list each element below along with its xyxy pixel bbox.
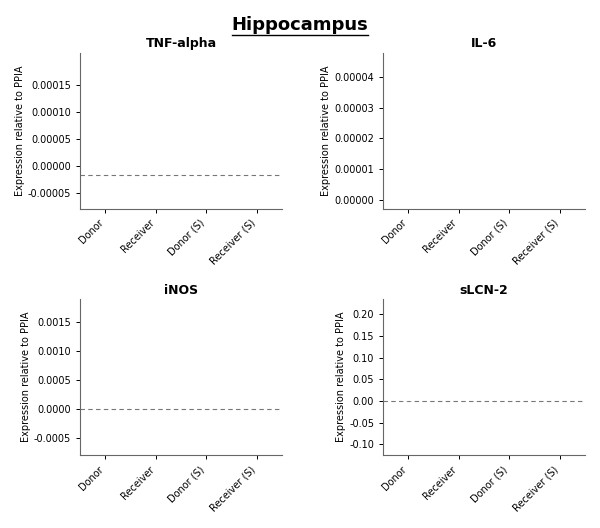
Title: iNOS: iNOS [164, 284, 198, 297]
Y-axis label: Expression relative to PPIA: Expression relative to PPIA [336, 312, 346, 442]
Text: Hippocampus: Hippocampus [232, 16, 368, 34]
Title: TNF-alpha: TNF-alpha [146, 37, 217, 50]
Y-axis label: Expression relative to PPIA: Expression relative to PPIA [15, 65, 25, 196]
Title: sLCN-2: sLCN-2 [460, 284, 508, 297]
Y-axis label: Expression relative to PPIA: Expression relative to PPIA [21, 312, 31, 442]
Title: IL-6: IL-6 [471, 37, 497, 50]
Y-axis label: Expression relative to PPIA: Expression relative to PPIA [322, 65, 331, 196]
